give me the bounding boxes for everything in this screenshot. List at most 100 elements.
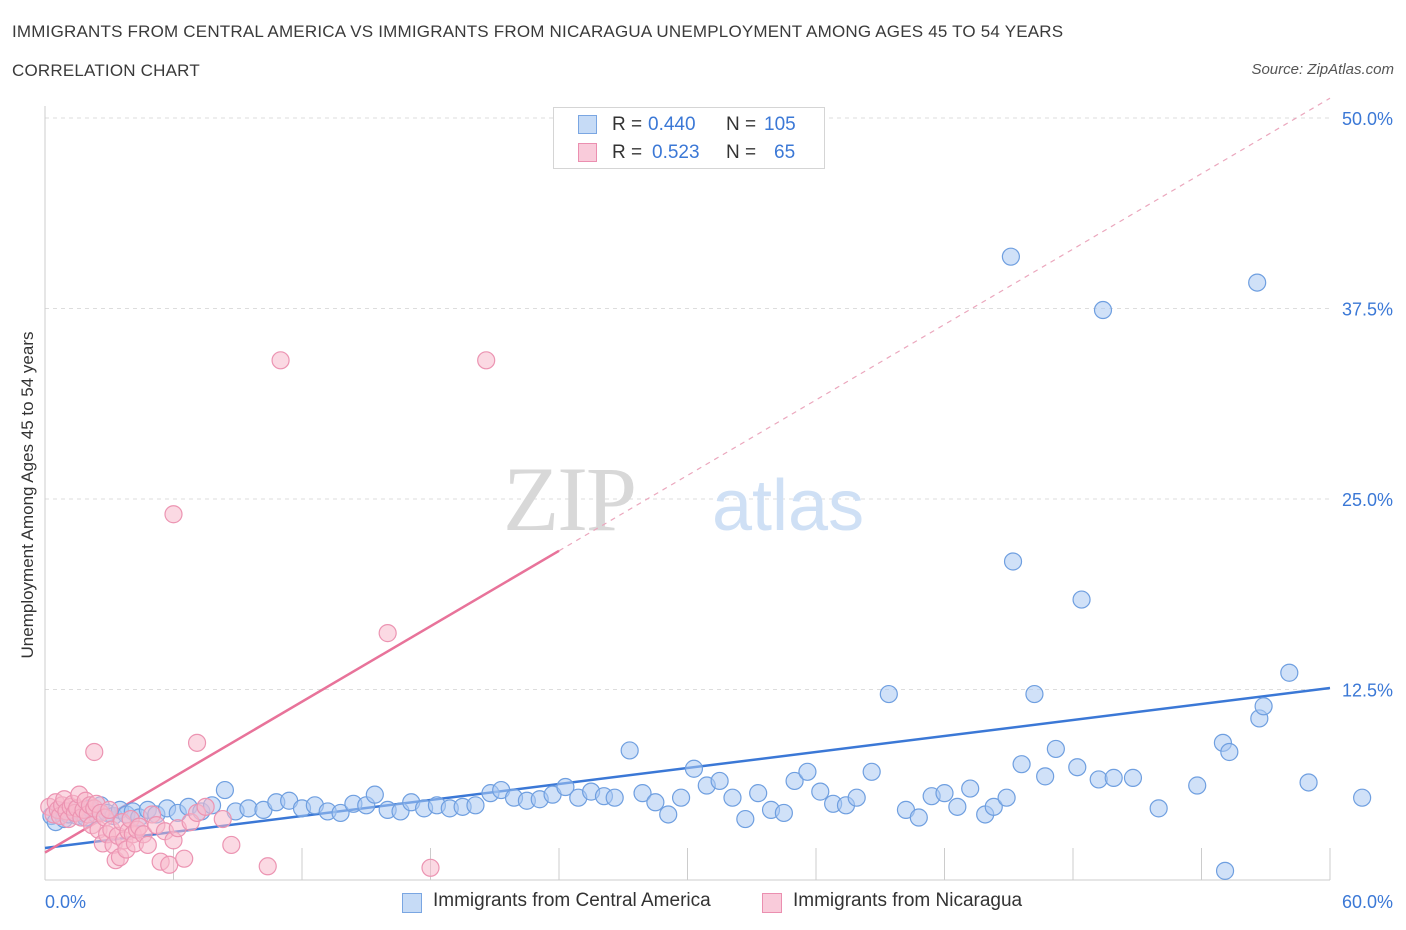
point-nicaragua [378, 624, 397, 643]
point-central-america [1299, 773, 1318, 792]
correlation-legend: R = 0.440 N = 105 R = 0.523 N = 65 [553, 107, 825, 169]
point-central-america [684, 759, 704, 778]
watermark: ZIP atlas [503, 448, 864, 550]
y-tick-label: 50.0% [1342, 109, 1393, 129]
legend-swatch-blue [402, 893, 422, 913]
point-central-america [1072, 590, 1091, 609]
point-central-america [239, 799, 258, 818]
point-central-america [1046, 739, 1065, 759]
point-central-america [1001, 247, 1020, 266]
point-central-america [659, 805, 678, 824]
point-central-america [1104, 768, 1123, 787]
legend-r-value: 0.440 [648, 114, 696, 135]
point-nicaragua [85, 742, 104, 762]
point-central-america [736, 809, 755, 829]
point-nicaragua [187, 733, 207, 752]
point-central-america [605, 788, 624, 807]
y-tick-label: 12.5% [1342, 681, 1393, 701]
point-nicaragua [138, 835, 157, 855]
point-nicaragua [477, 351, 496, 370]
point-central-america [365, 785, 384, 804]
point-central-america [984, 797, 1003, 816]
point-central-america [1149, 799, 1168, 818]
point-central-america [331, 803, 350, 823]
point-central-america [633, 784, 652, 803]
point-central-america [1025, 684, 1044, 704]
point-central-america [646, 793, 665, 812]
point-central-america [879, 684, 898, 704]
point-central-america [1093, 300, 1113, 320]
legend-r-value: 0.523 [652, 142, 700, 163]
point-central-america [710, 771, 729, 791]
point-nicaragua [213, 809, 232, 829]
point-central-america [723, 788, 742, 807]
point-nicaragua [222, 835, 241, 855]
point-central-america [847, 788, 866, 807]
point-nicaragua [421, 858, 440, 877]
legend-swatch-blue [578, 115, 597, 134]
axes [44, 106, 1331, 881]
y-tick-label: 37.5% [1342, 300, 1393, 320]
point-central-america [785, 771, 804, 791]
chart-title: IMMIGRANTS FROM CENTRAL AMERICA VS IMMIG… [12, 22, 1064, 41]
point-central-america [1220, 742, 1239, 762]
point-central-america [1003, 552, 1023, 571]
legend-n-value: 65 [774, 142, 796, 163]
trend-lines [44, 97, 1331, 854]
point-central-america [948, 797, 967, 816]
point-central-america [1280, 663, 1299, 682]
legend-r-label: R = [612, 142, 643, 163]
chart-subtitle: CORRELATION CHART [12, 61, 200, 80]
point-central-america [1215, 861, 1235, 880]
point-central-america [1089, 770, 1108, 789]
point-central-america [215, 780, 234, 800]
point-central-america [556, 777, 575, 797]
point-central-america [1353, 788, 1372, 807]
legend-r-label: R = [612, 114, 643, 135]
point-nicaragua [271, 351, 290, 370]
point-central-america [811, 782, 830, 801]
tick-labels: 12.5% 25.0% 37.5% 50.0% 0.0% 60.0% [45, 109, 1393, 912]
x-tick-label: 60.0% [1342, 892, 1393, 912]
source-credit: Source: ZipAtlas.com [1251, 61, 1394, 78]
point-central-america [961, 779, 980, 798]
legend-label: Immigrants from Nicaragua [793, 890, 1023, 911]
legend-n-label: N = [726, 142, 757, 163]
point-central-america [1012, 755, 1031, 774]
point-central-america [671, 788, 691, 807]
point-central-america [749, 784, 768, 803]
point-central-america [1068, 758, 1087, 777]
point-nicaragua [196, 797, 215, 816]
grid-lines [45, 117, 1330, 690]
point-nicaragua [100, 800, 119, 819]
point-central-america [774, 803, 793, 823]
point-central-america [1123, 768, 1143, 787]
legend-swatch-pink [578, 143, 597, 162]
point-central-america [1254, 697, 1273, 716]
point-central-america [1036, 767, 1055, 786]
point-nicaragua [175, 849, 194, 868]
point-central-america [466, 796, 485, 815]
point-central-america [862, 762, 881, 781]
legend-n-value: 105 [764, 114, 796, 135]
legend-label: Immigrants from Central America [433, 890, 711, 911]
y-axis-label: Unemployment Among Ages 45 to 54 years [18, 331, 37, 659]
point-nicaragua [258, 857, 277, 876]
data-points [40, 247, 1372, 880]
point-nicaragua [164, 505, 183, 524]
point-central-america [1248, 273, 1267, 292]
legend-n-label: N = [726, 114, 757, 135]
point-central-america [909, 808, 928, 827]
point-central-america [1188, 776, 1207, 795]
x-tick-label: 0.0% [45, 892, 86, 912]
trend-line-nicaragua [44, 549, 560, 854]
watermark-atlas: atlas [712, 466, 864, 546]
point-central-america [798, 762, 817, 781]
y-tick-label: 25.0% [1342, 490, 1393, 510]
legend-swatch-pink [762, 893, 782, 913]
point-central-america [620, 741, 639, 760]
watermark-zip: ZIP [503, 448, 635, 550]
point-central-america [997, 788, 1016, 807]
point-central-america [935, 784, 954, 803]
